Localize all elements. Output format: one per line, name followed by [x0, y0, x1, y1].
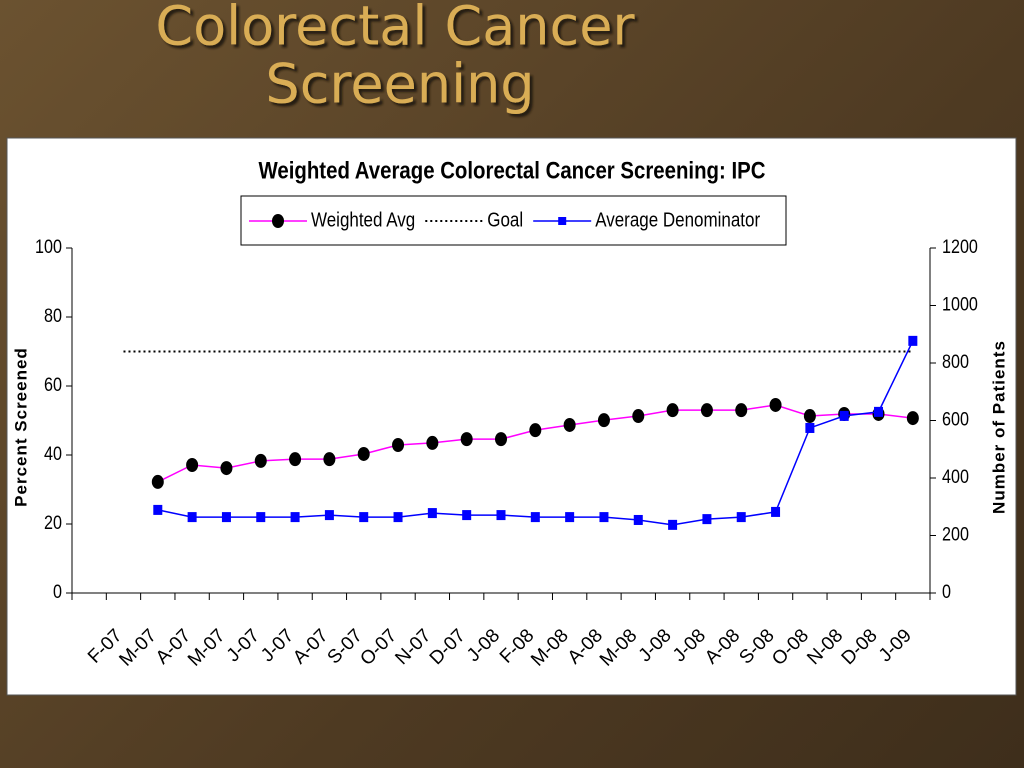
marker	[153, 504, 163, 515]
marker	[702, 514, 712, 525]
legend-marker	[558, 217, 567, 225]
marker	[839, 410, 849, 421]
marker	[254, 453, 267, 468]
marker	[221, 512, 231, 523]
y2-axis-label: Number of Patients	[989, 340, 1008, 514]
slide-title: Screening	[265, 53, 534, 116]
y2-tick-label: 1000	[942, 293, 978, 315]
y2-tick-label: 800	[942, 351, 969, 373]
legend-box	[240, 195, 787, 246]
marker	[736, 512, 746, 523]
legend-label: Weighted Avg	[311, 208, 415, 231]
y2-tick-label: 1200	[942, 236, 978, 258]
marker	[769, 397, 782, 412]
y-tick-label: 100	[35, 236, 62, 258]
marker	[530, 512, 540, 523]
y2-tick-label: 200	[942, 523, 969, 545]
y-tick-label: 80	[44, 305, 62, 327]
legend-marker	[272, 214, 284, 228]
marker	[735, 403, 748, 418]
marker	[290, 512, 300, 523]
marker	[496, 510, 506, 521]
marker	[495, 432, 507, 447]
marker	[632, 409, 645, 424]
marker	[462, 510, 472, 521]
y2-tick-label: 400	[942, 466, 969, 488]
marker	[256, 512, 266, 523]
marker	[186, 458, 199, 473]
marker	[529, 423, 542, 438]
marker	[906, 411, 919, 426]
marker	[700, 403, 713, 418]
y-tick-label: 40	[44, 443, 62, 465]
marker	[357, 446, 370, 461]
marker	[803, 409, 816, 424]
marker	[359, 512, 369, 523]
marker	[599, 512, 609, 523]
marker	[427, 508, 437, 519]
marker	[805, 422, 815, 433]
legend-label: Average Denominator	[595, 208, 760, 231]
marker	[597, 413, 610, 428]
marker	[220, 461, 233, 476]
slide-title: Colorectal Cancer	[155, 0, 635, 58]
marker	[668, 519, 678, 530]
y-axis-label: Percent Screened	[11, 347, 30, 507]
y2-tick-label: 0	[942, 581, 951, 603]
marker	[666, 403, 679, 418]
y-tick-label: 60	[44, 374, 62, 396]
marker	[151, 474, 164, 489]
marker	[874, 406, 884, 417]
chart-title: Weighted Average Colorectal Cancer Scree…	[259, 157, 766, 184]
marker	[565, 512, 575, 523]
y2-tick-label: 600	[942, 408, 969, 430]
marker	[633, 514, 643, 525]
marker	[460, 432, 473, 447]
marker	[187, 512, 197, 523]
legend-label: Goal	[487, 208, 523, 231]
legend: Weighted Avg Goal Average Denominator	[240, 195, 787, 246]
marker	[908, 335, 918, 346]
marker	[393, 512, 403, 523]
marker	[392, 437, 405, 452]
y-tick-label: 20	[44, 512, 62, 534]
y-tick-label: 0	[53, 581, 62, 603]
marker	[563, 417, 576, 432]
marker	[323, 452, 336, 467]
marker	[324, 510, 334, 521]
marker	[289, 452, 302, 467]
marker	[426, 435, 439, 450]
marker	[771, 506, 781, 517]
